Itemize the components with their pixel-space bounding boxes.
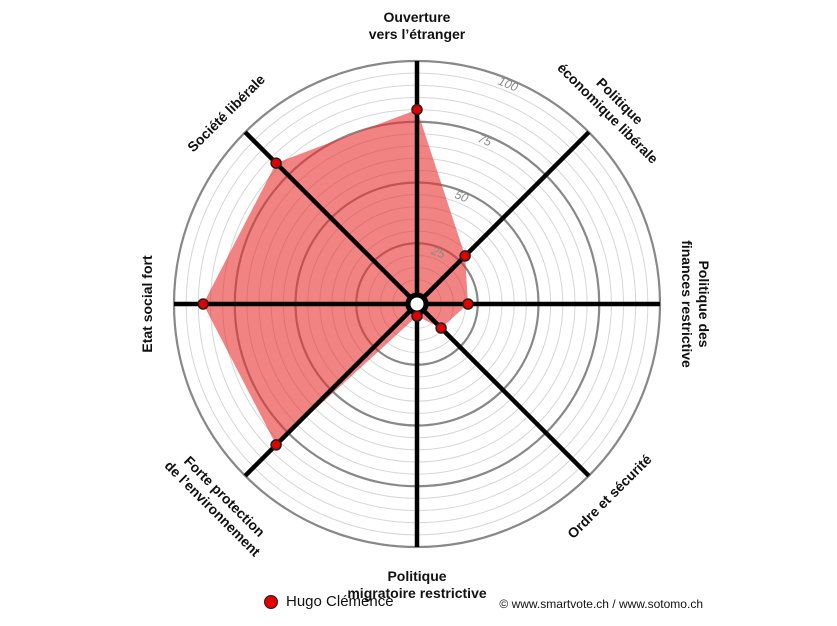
legend-marker <box>264 594 278 609</box>
data-point <box>462 298 474 310</box>
data-point <box>197 298 209 310</box>
data-point <box>270 439 282 451</box>
axis-line <box>415 130 591 306</box>
axis-line <box>415 302 591 478</box>
data-point <box>435 322 447 334</box>
legend: Hugo Clémence <box>264 593 394 610</box>
axis-label-line: Etat social fort <box>139 255 155 353</box>
data-point <box>459 250 471 262</box>
axis-label-line: finances restrictive <box>679 240 695 368</box>
data-point <box>411 310 423 322</box>
tick-label: 25 <box>429 243 448 262</box>
axis-center <box>405 292 429 316</box>
axis-label-line: Politique des <box>696 260 712 347</box>
credit-text: © www.smartvote.ch / www.sotomo.ch <box>499 597 703 611</box>
legend-label: Hugo Clémence <box>286 593 394 610</box>
tick-label: 50 <box>453 187 471 205</box>
data-point <box>411 103 423 116</box>
tick-label: 75 <box>476 131 494 149</box>
axis-label-line: vers l’étranger <box>369 26 466 42</box>
tick-label: 100 <box>496 74 520 95</box>
series-area <box>203 109 468 445</box>
axis-label-line: Politique <box>387 568 446 584</box>
axis-label-line: migratoire restrictive <box>347 585 486 601</box>
data-point <box>270 157 282 169</box>
axis-label-line: Ouverture <box>384 9 451 25</box>
axis-label: Etat social fort <box>139 255 155 353</box>
